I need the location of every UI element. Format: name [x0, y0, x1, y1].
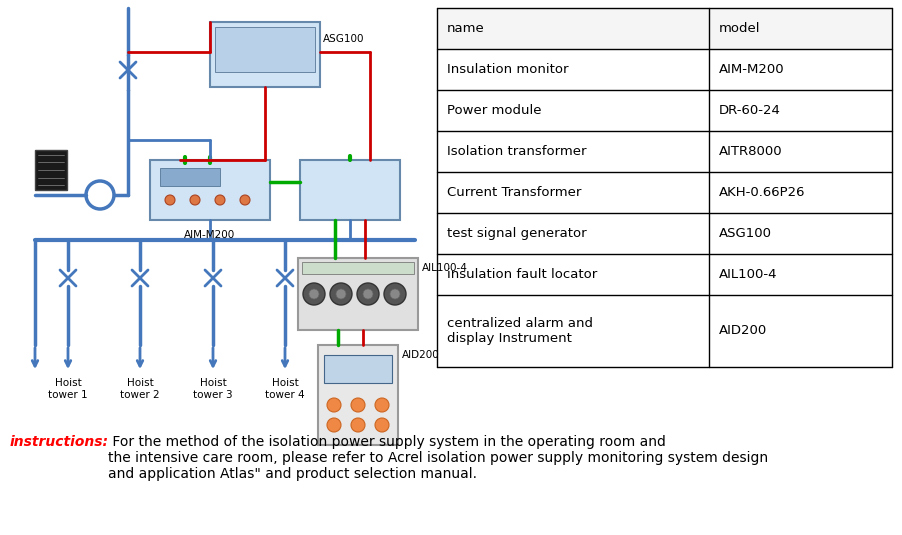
Circle shape	[374, 418, 389, 432]
Text: name: name	[446, 22, 484, 35]
Bar	[437, 295, 891, 367]
Circle shape	[329, 283, 352, 305]
FancyBboxPatch shape	[298, 258, 418, 330]
Bar	[437, 131, 891, 172]
Text: Power module: Power module	[446, 104, 541, 117]
Bar	[437, 90, 891, 131]
FancyBboxPatch shape	[318, 345, 398, 445]
FancyBboxPatch shape	[299, 160, 400, 220]
Circle shape	[390, 289, 400, 299]
Circle shape	[165, 195, 175, 205]
Text: Current Transformer: Current Transformer	[446, 186, 581, 199]
Text: AIL100-4: AIL100-4	[718, 268, 777, 281]
Text: Hoist
tower 1: Hoist tower 1	[48, 378, 87, 400]
Bar	[437, 8, 891, 49]
Bar	[301, 262, 413, 274]
Text: insulation fault locator: insulation fault locator	[446, 268, 596, 281]
Circle shape	[363, 289, 373, 299]
Circle shape	[383, 283, 406, 305]
Text: ASG100: ASG100	[323, 34, 364, 44]
Bar	[160, 168, 220, 186]
Text: AIL100-4: AIL100-4	[421, 263, 467, 273]
Circle shape	[215, 195, 225, 205]
Bar	[324, 355, 391, 383]
Text: For the method of the isolation power supply system in the operating room and
th: For the method of the isolation power su…	[108, 435, 768, 482]
Circle shape	[308, 289, 318, 299]
Text: Insulation monitor: Insulation monitor	[446, 63, 568, 76]
Circle shape	[336, 289, 345, 299]
Text: AIM-M200: AIM-M200	[718, 63, 784, 76]
Text: AID200: AID200	[401, 350, 439, 360]
Text: centralized alarm and
display Instrument: centralized alarm and display Instrument	[446, 317, 593, 345]
Text: Isolation transformer: Isolation transformer	[446, 145, 586, 158]
Text: DR-60-24: DR-60-24	[718, 104, 780, 117]
Text: AITR8000: AITR8000	[718, 145, 782, 158]
Bar	[437, 254, 891, 295]
Bar	[215, 27, 315, 72]
FancyBboxPatch shape	[210, 22, 319, 87]
Circle shape	[327, 418, 341, 432]
Text: Hoist
tower 2: Hoist tower 2	[120, 378, 160, 400]
Text: AIM-M200: AIM-M200	[184, 230, 235, 240]
Circle shape	[374, 398, 389, 412]
Text: ASG100: ASG100	[718, 227, 771, 240]
Text: instructions:: instructions:	[10, 435, 109, 449]
Text: AKH-0.66P26: AKH-0.66P26	[718, 186, 805, 199]
Bar	[437, 172, 891, 213]
Text: AID200: AID200	[718, 325, 767, 338]
FancyBboxPatch shape	[150, 160, 270, 220]
Text: model: model	[718, 22, 759, 35]
Text: test signal generator: test signal generator	[446, 227, 586, 240]
Circle shape	[327, 398, 341, 412]
Circle shape	[240, 195, 250, 205]
Bar	[437, 49, 891, 90]
Circle shape	[351, 398, 364, 412]
Text: Hoist
tower 4: Hoist tower 4	[265, 378, 305, 400]
Text: Hoist
tower 3: Hoist tower 3	[193, 378, 233, 400]
Circle shape	[189, 195, 199, 205]
Bar	[35, 150, 67, 190]
Circle shape	[303, 283, 325, 305]
Circle shape	[356, 283, 379, 305]
Circle shape	[351, 418, 364, 432]
Bar	[437, 213, 891, 254]
